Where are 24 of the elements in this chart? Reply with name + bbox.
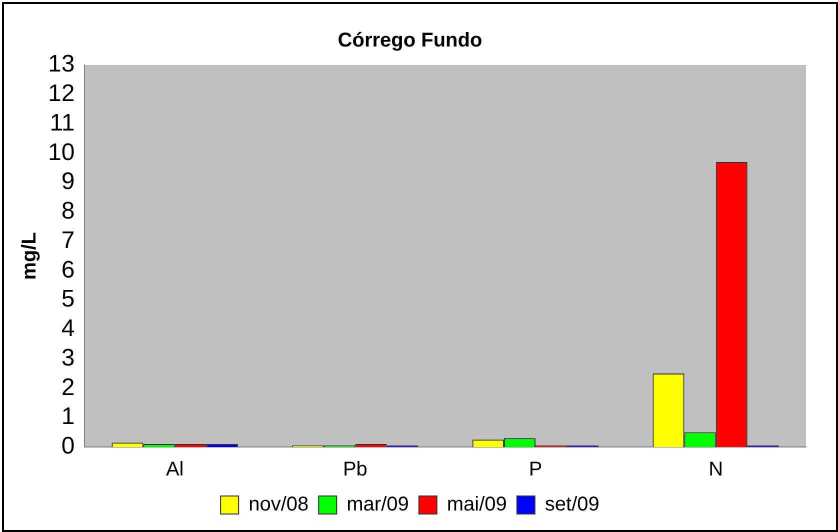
y-tick-label: 12 xyxy=(48,80,75,108)
chart-title: Córrego Fundo xyxy=(338,30,482,52)
y-axis-title: mg/L xyxy=(18,232,41,280)
legend-label: mar/09 xyxy=(346,494,409,516)
y-tick-label: 1 xyxy=(61,403,75,430)
y-tick-label: 4 xyxy=(61,315,75,342)
y-tick-label: 7 xyxy=(61,226,75,254)
y-tick-label: 8 xyxy=(61,198,75,225)
y-tick-label: 11 xyxy=(50,109,75,136)
x-tick-label: P xyxy=(528,458,542,481)
y-tick-label: 0 xyxy=(61,432,75,460)
y-tick-label: 5 xyxy=(61,286,75,313)
y-tick-label: 2 xyxy=(61,374,75,401)
y-tick-label: 3 xyxy=(61,344,75,372)
legend-label: mai/09 xyxy=(446,494,507,516)
x-tick-label: Al xyxy=(166,458,184,481)
y-tick-label: 10 xyxy=(48,138,75,166)
x-tick-label: Pb xyxy=(342,458,368,481)
y-tick-label: 13 xyxy=(48,50,75,78)
y-tick-label: 9 xyxy=(61,168,75,196)
y-tick-label: 6 xyxy=(61,256,75,284)
legend-label: set/09 xyxy=(544,494,600,516)
x-tick-label: N xyxy=(708,458,724,481)
legend-label: nov/08 xyxy=(248,494,309,516)
